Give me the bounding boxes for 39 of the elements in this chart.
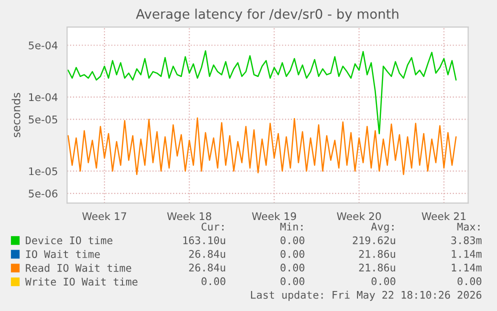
text: 163.10u — [183, 236, 226, 244]
x-tick-label: Week 19 — [252, 212, 296, 220]
legend-label: IO Wait time — [26, 250, 100, 258]
text: Min: — [280, 222, 302, 230]
line-series — [67, 117, 457, 176]
x-tick-label: Week 21 — [422, 212, 466, 220]
y-tick-label: 5e-04 — [28, 41, 58, 50]
x-tick-label: Week 20 — [336, 212, 381, 220]
text: Cur: — [202, 222, 224, 231]
text: 26.84u — [189, 250, 226, 258]
legend-label: Device IO time — [26, 236, 112, 244]
x-tick-label: Week 18 — [167, 212, 212, 220]
chart-title: Average latency for /dev/sr0 - by month — [136, 8, 398, 22]
text: 219.62u — [352, 236, 396, 244]
legend-label: Write IO Wait time — [25, 278, 138, 286]
y-tick-label: 1e-05 — [29, 167, 58, 176]
y-tick-label: 5e-05 — [28, 116, 58, 124]
text: 0.00 — [280, 277, 304, 286]
text: 26.84u — [189, 264, 226, 272]
text: 0.00 — [280, 236, 304, 244]
text: 1.14m — [452, 250, 482, 258]
y-axis-title: seconds — [12, 92, 20, 138]
text: Max: — [457, 222, 480, 231]
y-tick-label: 1e-04 — [29, 93, 58, 102]
x-tick-label: Week 17 — [82, 212, 126, 220]
text: 21.86u — [359, 264, 396, 272]
text: 1.14m — [452, 264, 482, 272]
text: Avg: — [371, 222, 394, 233]
legend-label: Read IO Wait time — [26, 264, 132, 272]
text: 21.86u — [359, 250, 396, 258]
line-series — [67, 50, 457, 134]
text: 3.83m — [451, 236, 482, 244]
text: 0.00 — [280, 250, 304, 258]
text: 0.00 — [372, 277, 396, 286]
text: 0.00 — [458, 277, 482, 286]
text: 0.00 — [202, 277, 226, 286]
text: 0.00 — [280, 264, 304, 272]
text: Last update: Fri May 22 18:10:26 2026 — [251, 290, 482, 301]
y-tick-label: 5e-06 — [28, 190, 58, 198]
